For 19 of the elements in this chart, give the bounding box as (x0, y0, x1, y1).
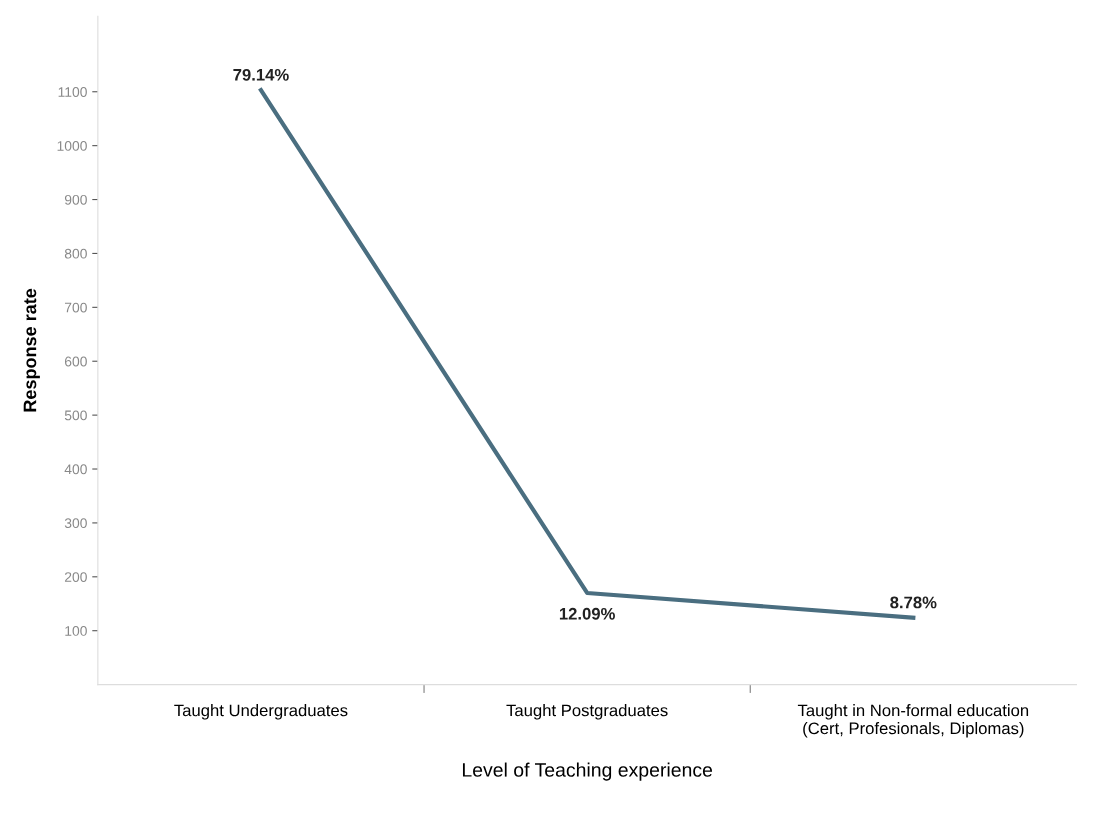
y-tick-label: 700 (64, 302, 87, 313)
x-tick-label: Taught Undergraduates (174, 704, 348, 720)
y-tick-label: 200 (64, 572, 87, 582)
annotation: 12.09% (559, 607, 615, 620)
annotation: 8.78% (890, 596, 937, 609)
y-tick-label: 300 (64, 518, 87, 529)
y-axis-title: Response rate (23, 288, 40, 412)
x-tick-label: Taught in Non-formal education (Cert, Profesionals, Diplomas) (797, 704, 1029, 738)
annotation: 79.14% (233, 68, 289, 81)
y-tick-label: 800 (64, 248, 87, 259)
y-tick-label: 100 (65, 626, 87, 636)
y-tick-label: 1000 (57, 140, 87, 151)
y-tick-label: 1100 (58, 87, 87, 97)
x-axis-title: Level of Teaching experience (462, 762, 713, 781)
y-tick-label: 900 (64, 194, 87, 205)
y-tick-label: 500 (64, 410, 87, 421)
y-tick-label: 400 (64, 464, 87, 475)
y-tick-label: 600 (64, 356, 87, 367)
x-tick-label: Taught Postgraduates (506, 704, 668, 720)
